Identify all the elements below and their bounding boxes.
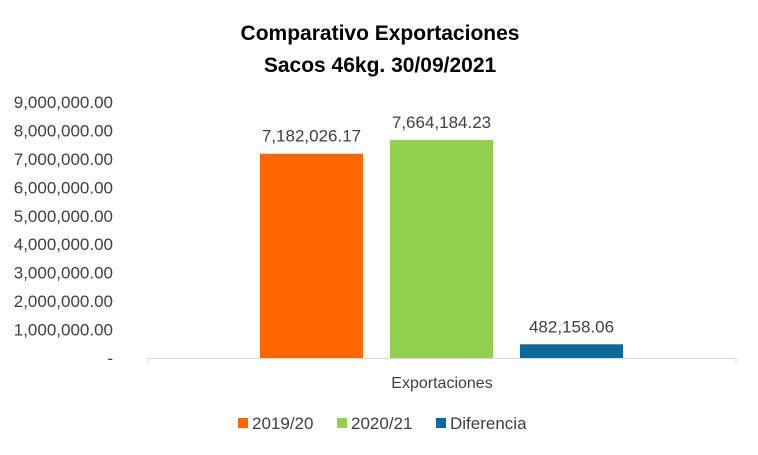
y-tick-label: 4,000,000.00 — [14, 235, 113, 254]
data-label: 7,182,026.17 — [262, 127, 361, 146]
bar-2019-20 — [260, 153, 363, 358]
bars — [260, 139, 623, 358]
legend-label: 2020/21 — [351, 414, 412, 433]
bar-diferencia — [520, 344, 623, 358]
legend: 2019/20 2020/21 Diferencia — [238, 414, 527, 433]
chart-title-line-2: Sacos 46kg. 30/09/2021 — [264, 54, 497, 77]
data-label: 7,664,184.23 — [392, 113, 491, 132]
data-labels: 7,182,026.17 7,664,184.23 482,158.06 — [262, 113, 614, 336]
y-tick-label: 8,000,000.00 — [14, 121, 113, 140]
y-tick-label: 1,000,000.00 — [14, 321, 113, 340]
chart-title: Comparativo Exportaciones Sacos 46kg. 30… — [241, 22, 520, 77]
legend-label: 2019/20 — [252, 414, 313, 433]
x-category-label: Exportaciones — [391, 375, 492, 392]
data-label: 482,158.06 — [529, 317, 614, 336]
legend-label: Diferencia — [450, 414, 527, 433]
y-axis: - 1,000,000.00 2,000,000.00 3,000,000.00 4,0… — [14, 93, 113, 368]
legend-swatch — [337, 418, 347, 428]
y-tick-label: 7,000,000.00 — [14, 150, 113, 169]
y-tick-label: - — [107, 349, 113, 368]
y-tick-label: 3,000,000.00 — [14, 264, 113, 283]
y-tick-label: 9,000,000.00 — [14, 93, 113, 112]
chart-title-line-1: Comparativo Exportaciones — [241, 22, 520, 45]
y-tick-label: 2,000,000.00 — [14, 292, 113, 311]
y-tick-label: 5,000,000.00 — [14, 207, 113, 226]
legend-swatch — [238, 418, 248, 428]
legend-swatch — [436, 418, 446, 428]
x-axis: Exportaciones — [147, 358, 737, 392]
y-tick-label: 6,000,000.00 — [14, 178, 113, 197]
bar-2020-21 — [390, 139, 493, 358]
